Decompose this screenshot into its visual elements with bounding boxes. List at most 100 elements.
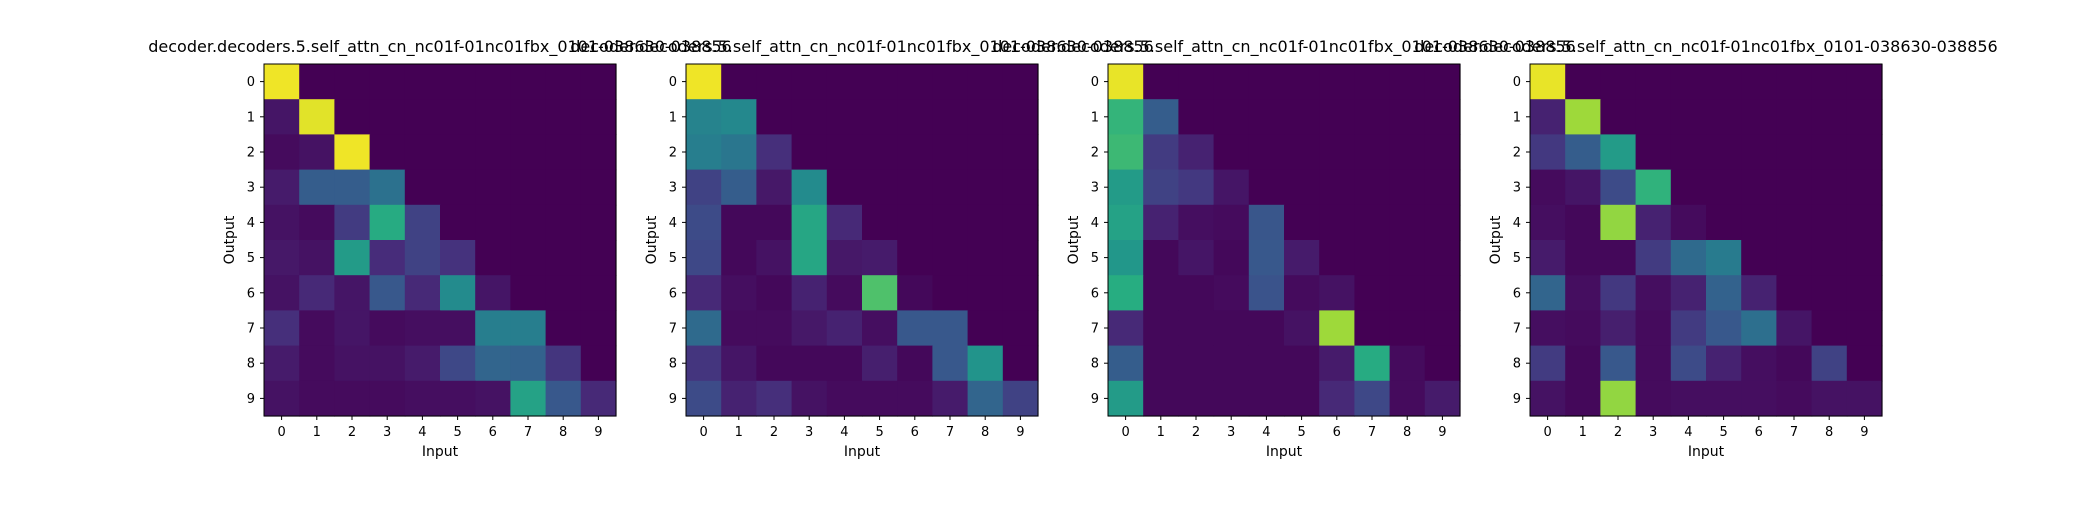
chart-title: decoder.decoders.5.self_attn_cn_nc01f-01…	[570, 37, 1153, 57]
x-tick-label: 7	[1790, 425, 1798, 440]
heatmap-cell-r6-c9	[1424, 275, 1461, 311]
heatmap-cell-r3-c0	[264, 169, 300, 206]
y-tick-label: 5	[1513, 251, 1521, 266]
heatmap-cell-r6-c6	[897, 275, 933, 311]
heatmap-cell-r9-c7	[932, 380, 969, 417]
y-axis-label: Output	[222, 215, 238, 264]
y-tick-label: 3	[669, 181, 677, 196]
heatmap-cell-r2-c3	[791, 134, 828, 171]
heatmap-cell-r6-c4	[1670, 275, 1707, 311]
heatmap-cell-r8-c2	[1178, 345, 1215, 382]
heatmap-cell-r9-c2	[756, 380, 793, 417]
heatmap-cell-r6-c4	[1248, 275, 1285, 311]
heatmap-cell-r2-c9	[580, 134, 617, 171]
heatmap-cell-r2-c6	[897, 134, 933, 171]
heatmap-cell-r6-c7	[932, 275, 969, 311]
heatmap-cell-r8-c4	[404, 345, 441, 382]
x-tick-label: 3	[1649, 425, 1657, 440]
heatmap-cell-r7-c8	[1811, 310, 1848, 347]
heatmap-cell-r5-c7	[1776, 240, 1813, 276]
heatmap-cell-r7-c3	[791, 310, 828, 347]
heatmap-cell-r5-c2	[756, 240, 793, 276]
heatmap-cell-r9-c2	[1600, 380, 1637, 417]
heatmap-cell-r4-c5	[1284, 204, 1320, 241]
heatmap-cell-r4-c1	[299, 204, 335, 241]
x-tick-label: 4	[1684, 425, 1692, 440]
heatmap-cell-r4-c8	[1811, 204, 1848, 241]
heatmap-cell-r0-c1	[299, 64, 335, 100]
heatmap-cell-r5-c0	[264, 240, 300, 276]
x-tick-label: 9	[1860, 425, 1868, 440]
y-tick-label: 6	[1513, 286, 1521, 301]
y-tick-label: 7	[247, 322, 255, 337]
heatmap-cell-r0-c0	[686, 64, 722, 100]
heatmap-cell-r0-c4	[1670, 64, 1707, 100]
heatmap-cell-r4-c0	[1108, 204, 1144, 241]
heatmap-cell-r1-c4	[404, 99, 441, 135]
heatmap-cell-r3-c7	[932, 169, 969, 206]
heatmap-cell-r5-c2	[1600, 240, 1637, 276]
heatmap-cell-r9-c0	[686, 380, 722, 417]
heatmap-cell-r2-c1	[1143, 134, 1179, 171]
heatmap-cell-r4-c6	[1319, 204, 1355, 241]
y-axis-label: Output	[1066, 215, 1082, 264]
heatmap-cell-r5-c8	[545, 240, 582, 276]
heatmap-cell-r7-c3	[1213, 310, 1250, 347]
heatmap-cell-r6-c5	[1284, 275, 1320, 311]
heatmap-cell-r0-c4	[826, 64, 863, 100]
heatmap-cell-r1-c5	[862, 99, 898, 135]
heatmap-cell-r4-c6	[475, 204, 511, 241]
x-axis-label: Input	[422, 444, 459, 460]
heatmap-cell-r3-c2	[1600, 169, 1637, 206]
x-tick-label: 6	[1333, 425, 1341, 440]
x-tick-label: 6	[489, 425, 497, 440]
heatmap-cell-r1-c4	[826, 99, 863, 135]
heatmap-cell-r5-c4	[826, 240, 863, 276]
heatmap-cell-r2-c8	[1811, 134, 1848, 171]
heatmap-cell-r2-c7	[1776, 134, 1813, 171]
heatmap-cell-r7-c5	[440, 310, 476, 347]
heatmap-cell-r0-c8	[545, 64, 582, 100]
heatmap-cell-r1-c5	[1284, 99, 1320, 135]
heatmap-cell-r2-c5	[862, 134, 898, 171]
x-tick-label: 2	[1192, 425, 1200, 440]
heatmap-cell-r9-c7	[1776, 380, 1813, 417]
heatmap-cell-r1-c5	[440, 99, 476, 135]
heatmap-cell-r0-c9	[580, 64, 617, 100]
heatmap-cell-r6-c1	[721, 275, 757, 311]
heatmap-cell-r4-c6	[1741, 204, 1777, 241]
heatmap-cell-r0-c7	[1776, 64, 1813, 100]
axes-frame	[263, 63, 617, 417]
heatmap-cell-r6-c0	[264, 275, 300, 311]
heatmap-cell-r0-c6	[1741, 64, 1777, 100]
heatmap-cell-r4-c8	[967, 204, 1004, 241]
heatmap-cell-r1-c2	[756, 99, 793, 135]
heatmap-cell-r0-c2	[334, 64, 371, 100]
heatmap-cell-r5-c8	[1811, 240, 1848, 276]
heatmap-cell-r1-c9	[1424, 99, 1461, 135]
heatmap-cell-r4-c9	[1846, 204, 1883, 241]
y-tick-label: 0	[247, 75, 255, 90]
heatmap-cell-r4-c9	[1424, 204, 1461, 241]
heatmap-cell-r6-c7	[510, 275, 547, 311]
heatmap-cell-r3-c4	[826, 169, 863, 206]
heatmap-cell-r8-c5	[1706, 345, 1742, 382]
heatmap-cell-r6-c1	[1565, 275, 1601, 311]
heatmap-cell-r5-c8	[967, 240, 1004, 276]
heatmap-cell-r7-c1	[299, 310, 335, 347]
heatmap-cell-r0-c9	[1846, 64, 1883, 100]
heatmap-cell-r3-c3	[1213, 169, 1250, 206]
heatmap-cell-r8-c7	[510, 345, 547, 382]
heatmap-cell-r4-c9	[580, 204, 617, 241]
heatmap-cell-r0-c1	[1143, 64, 1179, 100]
heatmap-cell-r6-c0	[1530, 275, 1566, 311]
heatmap-cell-r6-c3	[1213, 275, 1250, 311]
heatmap-cell-r4-c4	[1248, 204, 1285, 241]
heatmap-cell-r5-c3	[1213, 240, 1250, 276]
heatmap-cell-r2-c3	[1635, 134, 1672, 171]
heatmap-cell-r9-c0	[264, 380, 300, 417]
x-tick-label: 4	[418, 425, 426, 440]
heatmap-cell-r9-c7	[1354, 380, 1391, 417]
heatmap-panel-2: 0 1 2 3 4 5 6 7 8 9 0 1 2 3 4 5 6 7 8 9 Input Output decoder.d…	[570, 37, 1153, 460]
heatmap-cell-r8-c2	[756, 345, 793, 382]
